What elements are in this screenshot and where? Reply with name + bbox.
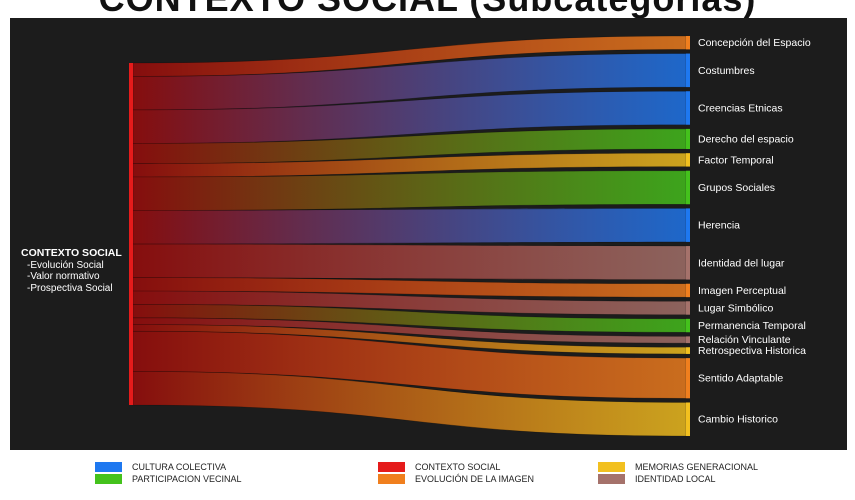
title-strip: CONTEXTO SOCIAL (Subcategorías) (0, 0, 855, 18)
node-bar-lugar-simbolico (686, 301, 690, 315)
legend-swatch (378, 462, 405, 472)
node-bar-imagen-perceptual (686, 283, 690, 298)
node-bar-sentido-adaptable (686, 358, 690, 399)
node-label-lugar-simbolico: Lugar Simbólico (698, 302, 773, 314)
flow-identidad-del-lugar (132, 243, 687, 280)
node-label-herencia: Herencia (698, 220, 740, 232)
source-node-bar (129, 63, 133, 405)
node-label-imagen-perceptual: Imagen Perceptual (698, 285, 786, 297)
node-label-factor-temporal: Factor Temporal (698, 154, 774, 166)
node-label-retrospectiva-historica: Retrospectiva Historica (698, 345, 806, 357)
node-label-concepcion-del-espacio: Concepción del Espacio (698, 37, 811, 49)
node-label-sentido-adaptable: Sentido Adaptable (698, 373, 783, 385)
node-label-grupos-sociales: Grupos Sociales (698, 182, 775, 194)
flow-grupos-sociales (132, 170, 687, 211)
node-label-relacion-vinculante: Relación Vinculante (698, 334, 791, 346)
flow-concepcion-del-espacio (132, 35, 687, 77)
node-label-permanencia-temporal: Permanencia Temporal (698, 320, 806, 332)
flow-relacion-vinculante (132, 317, 687, 344)
legend-swatch (95, 474, 122, 484)
node-bar-creencias-etnicas (686, 91, 690, 125)
legend-label: EVOLUCIÓN DE LA IMAGEN (415, 474, 535, 484)
source-node-line-3: -Prospectiva Social (27, 282, 113, 294)
flow-derecho-del-espacio (132, 128, 687, 164)
sankey-diagram: Concepción del Espacio Costumbres Creencia… (129, 35, 811, 437)
node-bar-retrospectiva-historica (686, 347, 690, 354)
chart-title: CONTEXTO SOCIAL (Subcategorías) (0, 0, 855, 18)
node-bar-relacion-vinculante (686, 336, 690, 344)
flow-imagen-perceptual (132, 277, 687, 298)
legend-swatch (95, 462, 122, 472)
node-label-costumbres: Costumbres (698, 65, 755, 77)
sankey-canvas: Concepción del Espacio Costumbres Creencia… (10, 18, 847, 450)
node-label-derecho-del-espacio: Derecho del espacio (698, 133, 794, 145)
flow-sentido-adaptable (132, 330, 687, 399)
node-bar-derecho-del-espacio (686, 128, 690, 150)
legend-label: MEMORIAS GENERACIONAL (635, 462, 759, 472)
source-node-line-1: -Evolución Social (27, 259, 104, 271)
legend-swatch (598, 474, 625, 484)
node-bar-cambio-historico (686, 402, 690, 436)
node-bar-grupos-sociales (686, 170, 690, 205)
legend: CULTURA COLECTIVA PARTICIPACION VECINAL … (0, 450, 855, 500)
legend-label: CULTURA COLECTIVA (132, 462, 227, 472)
legend-swatch (598, 462, 625, 472)
node-bar-concepcion-del-espacio (686, 36, 690, 50)
node-bar-factor-temporal (686, 153, 690, 167)
legend-label: IDENTIDAD LOCAL (635, 474, 716, 484)
source-node-label: CONTEXTO SOCIAL -Evolución Social -Valor… (21, 247, 122, 294)
legend-label: PARTICIPACION VECINAL (132, 474, 242, 484)
node-bar-identidad-del-lugar (686, 246, 690, 280)
legend-swatch (378, 474, 405, 484)
node-label-creencias-etnicas: Creencias Etnicas (698, 102, 783, 114)
node-label-identidad-del-lugar: Identidad del lugar (698, 257, 785, 269)
flow-herencia (132, 208, 687, 245)
legend-label: CONTEXTO SOCIAL (415, 462, 501, 472)
node-label-cambio-historico: Cambio Historico (698, 414, 778, 426)
source-node-title: CONTEXTO SOCIAL (21, 247, 122, 259)
node-bar-herencia (686, 208, 690, 242)
node-bar-costumbres (686, 53, 690, 88)
source-node-line-2: -Valor normativo (27, 271, 100, 282)
flow-retrospectiva-historica (132, 324, 687, 355)
node-bar-permanencia-temporal (686, 318, 690, 333)
